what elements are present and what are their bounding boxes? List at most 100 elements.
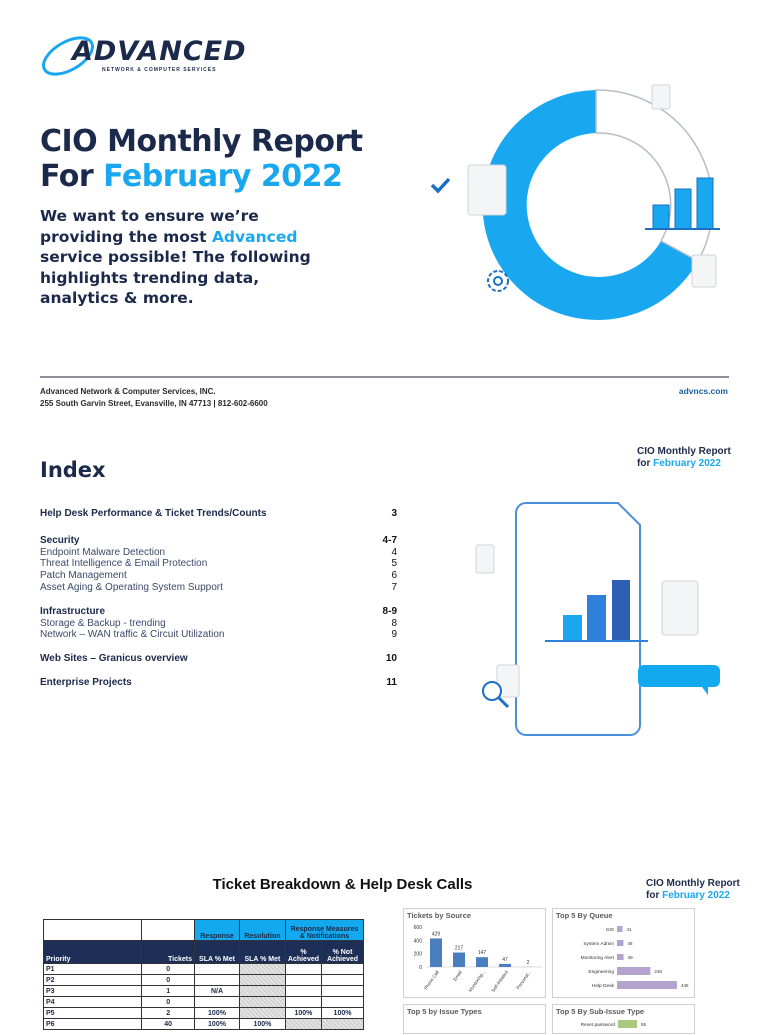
table-cell [322,964,364,975]
table-cell [322,1019,364,1030]
table-cell [285,975,321,986]
table-cell: 100% [239,1019,285,1030]
bar [617,954,624,960]
title-prefix: For [40,159,103,194]
x-tick-label: Self-Initiated [490,969,509,993]
sla-table: Response Resolution Response Measures & … [43,919,364,1030]
index-entry[interactable]: Help Desk Performance & Ticket Trends/Co… [40,508,397,519]
table-cell [322,997,364,1008]
index-entry-label: Endpoint Malware Detection [40,547,165,558]
table-cell: P1 [44,964,142,975]
index-entry-label: Security [40,535,79,546]
table-cell [239,1008,285,1019]
title-month: February 2022 [103,159,342,194]
table-cell [285,964,321,975]
data-label: 55 [641,1022,647,1027]
group-response: Response [195,920,240,941]
logo: ADVANCED [72,38,247,65]
index-entry-label: Network – WAN traffic & Circuit Utilizat… [40,629,225,640]
index-entry-label: Threat Intelligence & Email Protection [40,558,207,569]
table-cell: P6 [44,1019,142,1030]
index-entry-page: 4-7 [383,535,397,546]
category-label: GIS [606,927,614,933]
index-entry-page: 5 [391,558,397,569]
index-entry[interactable]: Web Sites – Granicus overview 10 [40,653,397,664]
index-entry-page: 4 [391,547,397,558]
table-cell: 100% [285,1008,321,1019]
report-tag-month: February 2022 [662,890,730,901]
y-tick-label: 0 [419,965,422,971]
table-cell: P4 [44,997,142,1008]
index-entry-page: 8-9 [383,606,397,617]
intro-after: service possible! The following highligh… [40,248,311,307]
x-tick-label: Phone Call [423,970,440,991]
index-entry-label: Patch Management [40,570,127,581]
index-entry[interactable]: Security 4-7 [40,535,397,546]
index-entry-label: Storage & Backup - trending [40,618,166,629]
table-cell [239,964,285,975]
col-header: SLA % Met [195,941,240,964]
category-label: System Admin [583,941,614,947]
table-cell: P2 [44,975,142,986]
index-title: Index [40,458,106,482]
index-entry-label: Help Desk Performance & Ticket Trends/Co… [40,508,267,519]
table-cell: P3 [44,986,142,997]
report-tag-prefix: for [646,890,662,901]
x-tick-label: Personal... [515,970,531,990]
report-tag: CIO Monthly Report for February 2022 [646,878,740,902]
table-cell: N/A [195,986,240,997]
table-cell [322,975,364,986]
index-entry[interactable]: Endpoint Malware Detection 4 [40,547,397,558]
index-entry-page: 3 [391,508,397,519]
col-header: Tickets [142,941,195,964]
data-label: 217 [455,946,464,952]
category-label: Help Desk [592,983,615,989]
report-tag: CIO Monthly Report for February 2022 [637,446,731,470]
index-entry-label: Web Sites – Granicus overview [40,653,188,664]
table-cell [285,997,321,1008]
data-label: 47 [502,957,508,963]
gear-icon [488,271,508,291]
table-cell [195,975,240,986]
magnifier-icon [483,682,501,700]
logo-tagline: NETWORK & COMPUTER SERVICES [102,67,216,73]
document-icon [662,581,698,635]
document-icon [692,255,716,287]
title-line1: CIO Monthly Report [40,124,363,159]
report-tag-month: February 2022 [653,458,721,469]
category-label: Engineering [588,969,614,975]
index-entry-page: 10 [386,653,397,664]
data-label: 48 [627,941,633,946]
col-header: % Not Achieved [322,941,364,964]
table-cell: 0 [142,975,195,986]
website-link[interactable]: advncs.com [679,386,728,396]
index-entry[interactable]: Network – WAN traffic & Circuit Utilizat… [40,629,397,640]
address: 255 South Garvin Street, Evansville, IN … [40,398,268,410]
bar [499,964,511,967]
index-entry-page: 7 [391,582,397,593]
table-cell: P5 [44,1008,142,1019]
document-icon [652,85,670,109]
table-cell: 100% [322,1008,364,1019]
col-header: Priority [44,941,142,964]
section-title: Ticket Breakdown & Help Desk Calls [0,876,685,893]
company-name: Advanced Network & Computer Services, IN… [40,386,268,398]
y-tick-label: 200 [414,952,423,958]
document-icon [468,165,506,215]
bar [617,981,677,989]
data-label: 49 [628,955,634,960]
index-entry[interactable]: Threat Intelligence & Email Protection 5 [40,558,397,569]
table-cell [195,997,240,1008]
report-illustration [470,495,730,745]
table-cell: 40 [142,1019,195,1030]
